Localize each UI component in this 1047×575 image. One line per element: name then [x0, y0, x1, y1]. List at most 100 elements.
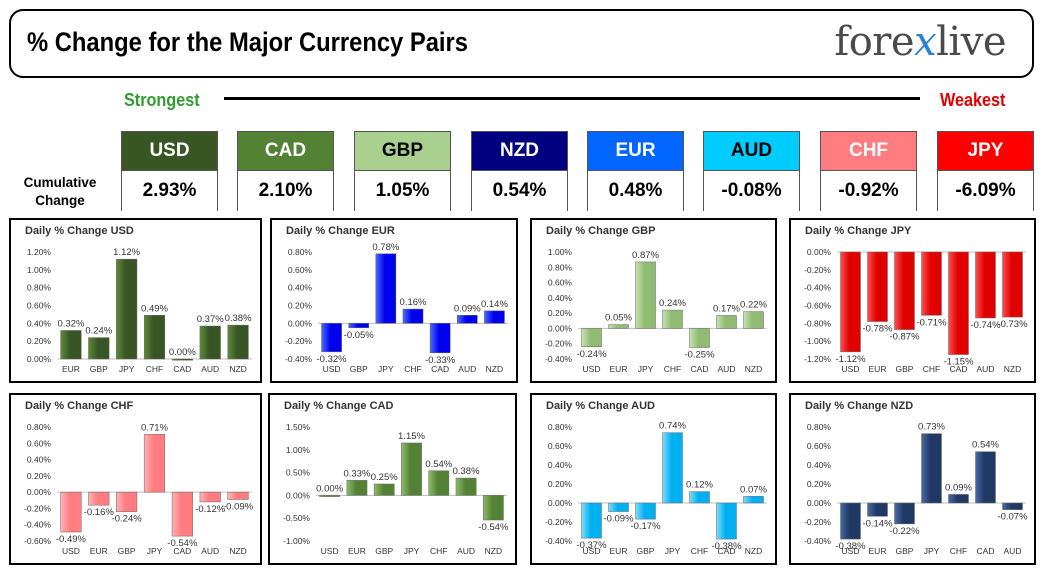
x-category-label: NZD: [485, 546, 502, 556]
cumulative-value: 0.48%: [588, 171, 683, 211]
cumulative-value: 2.93%: [122, 171, 217, 211]
y-tick-label: 0.60%: [548, 278, 573, 288]
data-label: 0.24%: [659, 298, 686, 309]
x-category-label: GBP: [896, 364, 914, 374]
bar-cad: [429, 323, 451, 354]
x-category-label: CHF: [146, 364, 163, 374]
y-tick-label: 1.00%: [27, 265, 52, 275]
data-label: 0.54%: [972, 440, 999, 451]
y-tick-label: 0.00%: [548, 498, 573, 508]
bar-chf: [921, 251, 942, 316]
bar-jpy: [921, 433, 942, 504]
cumulative-value: 0.54%: [472, 171, 567, 211]
y-tick-label: -1.20%: [804, 354, 831, 364]
data-label: -0.33%: [425, 355, 456, 366]
y-tick-label: -0.20%: [545, 517, 572, 527]
x-category-label: JPY: [119, 364, 135, 374]
chart-plot: 0.00% 0.20% 0.40% 0.60% 0.80% 1.00% 1.20% 0.32%…: [27, 247, 252, 374]
daily-chart-chf: Daily % Change CHF -0.60% -0.40% -0.20% 0.00…: [9, 393, 262, 565]
bar-nzd: [1002, 251, 1023, 318]
x-category-label: AUD: [1004, 546, 1022, 556]
y-tick-label: 0.20%: [27, 471, 52, 481]
y-tick-label: 0.80%: [288, 247, 313, 257]
y-tick-label: -0.20%: [285, 336, 312, 346]
y-tick-label: -0.60%: [804, 301, 831, 311]
y-tick-label: 0.00%: [807, 498, 832, 508]
data-label: 0.09%: [945, 482, 972, 493]
y-tick-label: -0.50%: [283, 513, 310, 523]
bar-aud: [456, 315, 478, 324]
daily-chart-aud: Daily % Change AUD -0.40% -0.20% 0.00% 0.20%…: [530, 393, 777, 565]
x-category-label: CAD: [950, 364, 968, 374]
data-label: 0.09%: [454, 303, 481, 314]
data-label: -0.09%: [223, 501, 254, 512]
currency-header: EUR: [588, 132, 683, 171]
cumulative-cell-nzd: NZD 0.54%: [471, 131, 568, 211]
y-tick-label: 0.20%: [548, 479, 573, 489]
y-tick-label: 0.60%: [288, 265, 313, 275]
bar-chf: [428, 470, 450, 496]
strongest-label: Strongest: [124, 90, 200, 110]
chart-plot: -0.40% -0.20% 0.00% 0.20% 0.40% 0.60% 0.80% -0.…: [545, 421, 767, 556]
bar-gbp: [635, 502, 656, 520]
currency-header: AUD: [704, 132, 799, 171]
bar-gbp: [373, 483, 395, 496]
data-label: 0.73%: [918, 422, 945, 433]
bar-aud: [455, 477, 477, 496]
x-category-label: USD: [62, 546, 80, 556]
x-category-label: CAD: [691, 364, 709, 374]
data-label: 0.87%: [632, 250, 659, 261]
x-category-label: JPY: [378, 364, 394, 374]
data-label: 0.14%: [481, 299, 508, 310]
x-category-label: GBP: [375, 546, 393, 556]
bar-eur: [867, 251, 888, 322]
chart-plot: -1.00% -0.50% 0.00% 0.50% 1.00% 1.50% 0.00% USD…: [283, 422, 509, 556]
daily-chart-eur: Daily % Change EUR -0.40% -0.20% 0.00% 0.20%…: [270, 218, 518, 383]
bar-cad: [171, 491, 193, 537]
daily-chart-jpy: Daily % Change JPY -1.20% -1.00% -0.80% -0.6…: [789, 218, 1036, 383]
bar-eur: [60, 330, 82, 360]
bar-usd: [840, 502, 861, 540]
x-category-label: CAD: [977, 546, 995, 556]
bar-aud: [199, 325, 221, 360]
bar-cad: [975, 451, 996, 504]
bar-gbp: [88, 337, 110, 360]
x-category-label: JPY: [404, 546, 420, 556]
cumulative-cell-aud: AUD -0.08%: [703, 131, 800, 211]
data-label: 0.54%: [425, 459, 452, 470]
x-category-label: CHF: [691, 546, 708, 556]
y-tick-label: 0.60%: [27, 438, 52, 448]
y-tick-label: 0.80%: [27, 283, 52, 293]
data-label: 0.24%: [85, 326, 112, 337]
data-label: -1.12%: [835, 354, 866, 365]
x-category-label: CAD: [431, 364, 449, 374]
bar-gbp: [116, 491, 138, 512]
chart-title: Daily % Change NZD: [805, 400, 914, 412]
y-tick-label: 0.60%: [27, 301, 52, 311]
y-tick-label: 1.00%: [286, 445, 311, 455]
cumulative-cell-chf: CHF -0.92%: [820, 131, 917, 211]
data-label: -0.24%: [576, 349, 607, 360]
chart-plot: -0.60% -0.40% -0.20% 0.00% 0.20% 0.40% 0.60% 0.…: [24, 422, 254, 556]
chart-title: Daily % Change CHF: [25, 400, 134, 412]
x-category-label: EUR: [610, 546, 628, 556]
y-tick-label: 0.00%: [548, 323, 573, 333]
x-category-label: NZD: [745, 364, 762, 374]
x-category-label: CHF: [404, 364, 421, 374]
data-label: -0.54%: [167, 538, 198, 549]
bar-chf: [662, 309, 683, 329]
y-tick-label: 0.40%: [27, 455, 52, 465]
y-tick-label: -0.40%: [545, 354, 572, 364]
currency-header: CAD: [238, 132, 333, 171]
data-label: -0.16%: [84, 507, 115, 518]
bar-usd: [581, 502, 602, 539]
y-tick-label: 0.40%: [27, 318, 52, 328]
x-category-label: CAD: [173, 364, 191, 374]
y-tick-label: 0.20%: [288, 301, 313, 311]
x-category-label: EUR: [348, 546, 366, 556]
chart-plot: -1.20% -1.00% -0.80% -0.60% -0.40% -0.20% 0.00…: [804, 247, 1028, 374]
x-category-label: CHF: [430, 546, 447, 556]
bar-gbp: [348, 323, 370, 329]
y-tick-label: 0.50%: [286, 468, 311, 478]
y-tick-label: 0.80%: [548, 422, 573, 432]
